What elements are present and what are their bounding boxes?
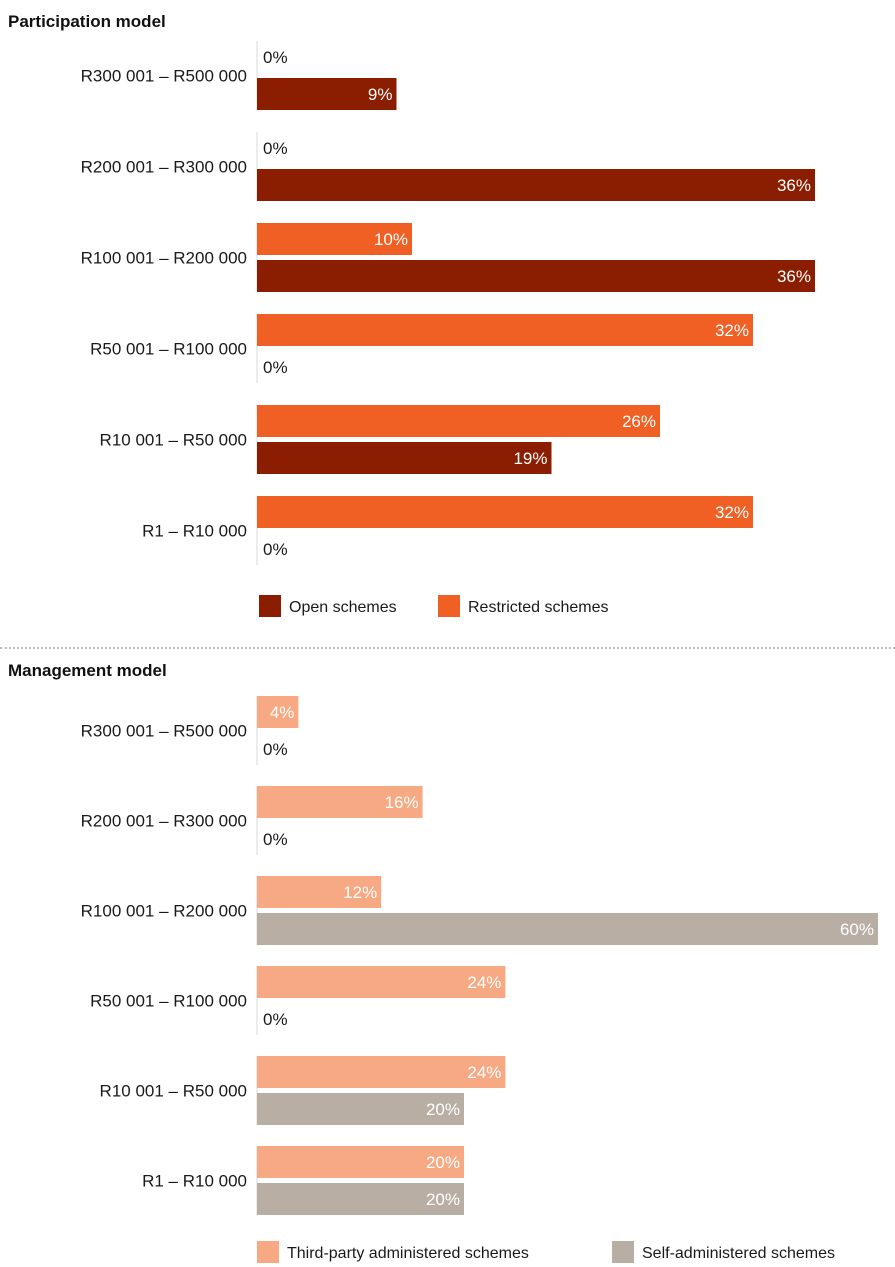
category-label: R1 – R10 000 (142, 522, 247, 541)
data-label: 12% (343, 883, 377, 902)
bar (257, 496, 753, 528)
category-label: R50 001 – R100 000 (90, 992, 247, 1011)
category-label: R200 001 – R300 000 (81, 812, 247, 831)
bar (257, 442, 552, 474)
bar (257, 169, 815, 201)
data-label: 26% (622, 412, 656, 431)
data-label: 24% (467, 973, 501, 992)
bar (257, 1056, 506, 1088)
category-label: R300 001 – R500 000 (81, 722, 247, 741)
category-label: R300 001 – R500 000 (81, 67, 247, 86)
data-label: 0% (263, 139, 288, 158)
bar (257, 314, 753, 346)
data-label: 0% (263, 830, 288, 849)
legend-label: Self-administered schemes (642, 1245, 835, 1262)
section-divider (0, 647, 895, 649)
participation-chart: Participation model R300 001 – R500 000 0… (8, 12, 815, 617)
category-label: R10 001 – R50 000 (100, 431, 247, 450)
bar (257, 223, 412, 255)
bar (257, 876, 382, 908)
chart-title: Participation model (8, 12, 166, 31)
data-label: 19% (513, 449, 547, 468)
data-label: 0% (263, 540, 288, 559)
legend-label: Open schemes (289, 599, 397, 616)
data-label: 20% (426, 1153, 460, 1172)
data-label: 20% (426, 1100, 460, 1119)
data-label: 4% (270, 703, 295, 722)
category-label: R50 001 – R100 000 (90, 340, 247, 359)
data-label: 0% (263, 48, 288, 67)
bar (257, 260, 815, 292)
management-chart: Management model R300 001 – R500 000 4% 0%… (0, 655, 895, 1267)
data-label: 20% (426, 1190, 460, 1209)
data-label: 24% (467, 1063, 501, 1082)
legend-swatch (257, 1241, 279, 1263)
bar (257, 78, 397, 110)
chart-title: Management model (8, 661, 167, 680)
category-label: R100 001 – R200 000 (81, 249, 247, 268)
bar (257, 913, 878, 945)
legend-label: Restricted schemes (468, 599, 609, 616)
data-label: 36% (777, 176, 811, 195)
category-label: R200 001 – R300 000 (81, 158, 247, 177)
legend-swatch (612, 1241, 634, 1263)
bar (257, 1093, 464, 1125)
category-label: R100 001 – R200 000 (81, 902, 247, 921)
legend-swatch (259, 595, 281, 617)
bar (257, 1183, 464, 1215)
data-label: 60% (840, 920, 874, 939)
legend-label: Third-party administered schemes (287, 1245, 529, 1262)
bar (257, 786, 423, 818)
data-label: 10% (374, 230, 408, 249)
bar (257, 966, 506, 998)
data-label: 0% (263, 1010, 288, 1029)
data-label: 0% (263, 740, 288, 759)
data-label: 0% (263, 358, 288, 377)
data-label: 36% (777, 267, 811, 286)
management-chart-svg: R300 001 – R500 000 4% 0% R200 001 – R300 0… (81, 696, 878, 1263)
data-label: 32% (715, 503, 749, 522)
data-label: 16% (385, 793, 419, 812)
category-label: R1 – R10 000 (142, 1172, 247, 1191)
data-label: 9% (368, 85, 393, 104)
participation-chart-svg: R300 001 – R500 000 0% 9% R200 001 – R300 0… (81, 41, 815, 617)
bar (257, 696, 299, 728)
bar (257, 1146, 464, 1178)
category-label: R10 001 – R50 000 (100, 1082, 247, 1101)
data-label: 32% (715, 321, 749, 340)
bar (257, 405, 660, 437)
legend-swatch (438, 595, 460, 617)
